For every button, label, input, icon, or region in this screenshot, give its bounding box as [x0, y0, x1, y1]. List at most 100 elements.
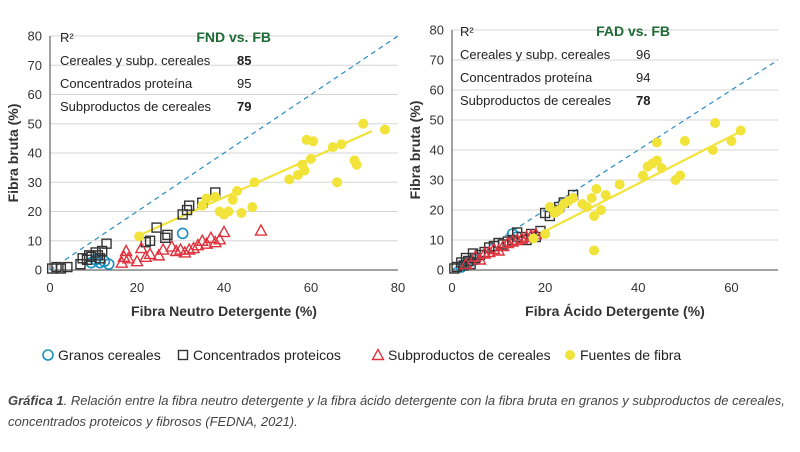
data-point-fibra	[336, 139, 347, 150]
r2-row-value: 95	[237, 76, 251, 91]
r2-header-label: R²	[60, 30, 74, 45]
data-point-fibra	[582, 202, 593, 212]
y-tick-label: 40	[28, 146, 42, 161]
data-point-fibra	[637, 170, 648, 181]
y-tick-label: 10	[430, 233, 444, 248]
legend: Granos cereales Concentrados proteicos Sub…	[42, 347, 681, 363]
x-tick-label: 60	[304, 280, 318, 295]
legend-label-granos: Granos cereales	[58, 347, 161, 363]
data-point-fibra	[201, 193, 212, 204]
data-point-subproductos	[165, 239, 179, 252]
y-tick-label: 60	[28, 87, 42, 102]
y-tick-label: 20	[28, 204, 42, 219]
data-point-fibra	[600, 190, 611, 200]
r2-row-label: Concentrados proteína	[60, 76, 193, 91]
r2-row-value: 79	[237, 99, 251, 114]
data-point-fibra	[327, 142, 338, 153]
figure-caption: Gráfica 1. Relación entre la fibra neutr…	[8, 390, 792, 432]
y-tick-label: 10	[28, 233, 42, 248]
r2-header-label: R²	[460, 24, 474, 39]
data-point-fibra	[707, 145, 718, 155]
chart-fad-vs-fb: 0 10 20 30 40 50 60 70 80 0 20 40 60 Fibra Ácido Dete…	[407, 23, 779, 319]
data-point-fibra	[726, 136, 737, 146]
data-point-fibra	[247, 202, 258, 213]
x-tick-label: 0	[448, 280, 455, 295]
r2-row-value: 96	[636, 47, 650, 62]
data-point-fibra	[591, 184, 602, 194]
data-point-fibra	[540, 229, 551, 239]
series-fibra	[134, 118, 390, 242]
x-tick-label: 40	[631, 280, 645, 295]
data-point-subproductos	[134, 241, 149, 254]
data-point-subproductos	[501, 236, 515, 249]
data-point-subproductos	[254, 223, 268, 236]
data-point-subproductos	[510, 233, 524, 246]
data-point-fibra	[568, 193, 579, 203]
data-point-fibra	[236, 207, 247, 218]
y-axis-title: Fibra bruta (%)	[5, 104, 21, 203]
data-point-concentrados	[160, 232, 171, 244]
data-point-fibra	[379, 124, 390, 135]
r2-row-label: Subproductos de cereales	[60, 99, 212, 114]
r2-header-title: FAD vs. FB	[596, 23, 670, 39]
data-point-concentrados	[183, 200, 195, 211]
y-axis-title: Fibra bruta (%)	[407, 101, 423, 200]
data-point-fibra	[351, 159, 362, 170]
data-point-fibra	[651, 155, 662, 166]
y-tick-label: 70	[28, 58, 42, 73]
data-point-fibra	[249, 177, 260, 188]
caption-label: Gráfica 1	[8, 393, 64, 408]
y-tick-label: 20	[430, 203, 444, 218]
data-point-subproductos	[143, 246, 157, 260]
r2-row-label: Cereales y subp. cereales	[460, 47, 611, 62]
r2-row-value: 85	[237, 53, 251, 68]
data-point-fibra	[358, 118, 369, 129]
identity-line	[49, 35, 399, 271]
data-point-subproductos	[139, 249, 153, 263]
x-axis-title: Fibra Neutro Detergente (%)	[131, 303, 317, 319]
data-point-fibra	[306, 153, 316, 164]
data-point-concentrados	[162, 229, 173, 241]
r2-header-title: FND vs. FB	[196, 29, 271, 45]
y-tick-label: 80	[28, 29, 42, 44]
caption-text: . Relación entre la fibra neutro deterge…	[8, 393, 785, 429]
legend-label-concentrados: Concentrados proteicos	[193, 347, 341, 363]
data-point-fibra	[332, 177, 343, 188]
legend-label-fibra: Fuentes de fibra	[580, 347, 681, 363]
y-tick-label: 70	[430, 53, 444, 68]
data-point-subproductos	[186, 241, 201, 254]
y-tick-label: 0	[437, 263, 444, 278]
data-point-fibra	[299, 165, 310, 176]
x-tick-label: 40	[217, 280, 231, 295]
data-point-concentrados	[151, 222, 162, 233]
data-point-fibra	[589, 211, 600, 221]
data-point-fibra	[227, 194, 238, 205]
data-point-subproductos	[152, 248, 166, 261]
identity-line	[451, 59, 779, 271]
data-point-subproductos	[477, 246, 492, 259]
y-tick-label: 60	[430, 83, 444, 98]
y-tick-label: 40	[430, 143, 444, 158]
data-point-fibra	[596, 205, 607, 215]
y-tick-label: 80	[430, 23, 444, 38]
data-point-fibra	[223, 206, 234, 217]
legend-marker-subproductos	[371, 348, 385, 361]
data-point-fibra	[614, 179, 625, 190]
data-point-fibra	[232, 186, 243, 197]
x-tick-label: 0	[46, 280, 53, 295]
r2-row-label: Cereales y subp. cereales	[60, 53, 211, 68]
data-point-fibra	[651, 137, 662, 148]
data-point-subproductos	[121, 251, 135, 264]
r2-row-label: Concentrados proteína	[460, 70, 593, 85]
data-point-fibra	[308, 136, 319, 147]
data-point-subproductos	[212, 232, 227, 245]
data-point-fibra	[656, 163, 667, 173]
legend-marker-concentrados	[177, 349, 189, 361]
data-point-granos	[102, 258, 115, 270]
legend-label-subproductos: Subproductos de cereales	[388, 347, 551, 363]
series-subproductos	[459, 227, 543, 270]
x-tick-label: 80	[391, 280, 405, 295]
data-point-fibra	[210, 191, 221, 202]
data-point-fibra	[134, 231, 145, 242]
legend-marker-granos	[42, 349, 54, 361]
